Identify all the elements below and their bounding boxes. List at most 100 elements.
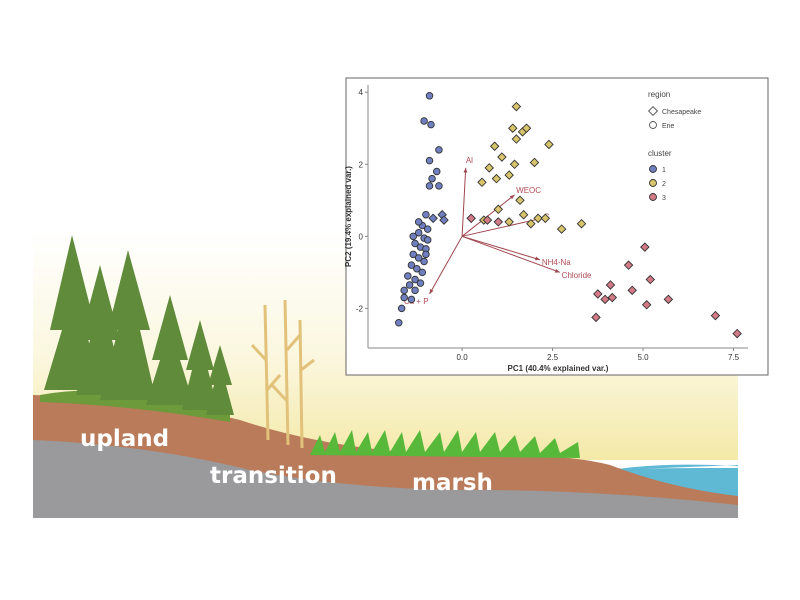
soil — [33, 440, 738, 518]
point — [623, 260, 634, 270]
loading-label: Al — [466, 156, 473, 165]
point — [710, 310, 721, 321]
loading-arrow — [461, 217, 542, 237]
point — [425, 182, 434, 190]
y-tick-label: 0 — [359, 232, 364, 241]
legend-marker — [649, 121, 657, 129]
marsh-grass — [310, 430, 580, 458]
trees — [44, 235, 234, 415]
point — [627, 285, 637, 296]
point — [508, 123, 518, 133]
chart-panel — [345, 77, 769, 376]
point — [404, 272, 412, 280]
point — [428, 174, 436, 183]
legend-title: cluster — [648, 149, 672, 158]
point — [427, 120, 435, 129]
point — [409, 250, 417, 259]
legend-marker — [649, 179, 657, 187]
point — [425, 156, 434, 165]
point — [407, 261, 416, 269]
loading-arrow — [461, 167, 467, 237]
point — [466, 213, 476, 224]
legend-marker — [647, 105, 659, 117]
point — [400, 293, 408, 302]
point — [521, 123, 532, 133]
arrow-head — [509, 194, 515, 200]
point — [484, 163, 494, 173]
point — [416, 279, 425, 287]
point — [732, 328, 742, 339]
point — [482, 215, 493, 225]
loading-label: Chloride — [562, 271, 592, 280]
point — [511, 101, 522, 112]
point — [518, 209, 529, 220]
point — [540, 213, 551, 224]
point — [576, 218, 587, 229]
point — [423, 236, 432, 244]
point — [422, 210, 430, 219]
point — [493, 217, 504, 227]
land-label: marsh — [412, 470, 493, 496]
point — [493, 204, 504, 215]
point — [407, 295, 416, 304]
legend-label: 2 — [662, 181, 666, 188]
y-tick-label: -2 — [356, 304, 364, 313]
dead-trees — [250, 299, 315, 449]
point — [497, 152, 507, 162]
point — [533, 213, 543, 224]
point — [477, 177, 487, 188]
point — [593, 289, 603, 299]
point — [591, 312, 601, 323]
point — [428, 213, 438, 224]
point — [645, 274, 656, 285]
loading-label: NH4-Na — [542, 258, 571, 267]
point — [509, 159, 520, 170]
arrow-head — [429, 288, 434, 294]
y-tick-label: 4 — [359, 88, 364, 97]
point — [397, 304, 406, 313]
legend-label: 3 — [662, 195, 666, 202]
point — [420, 117, 428, 125]
x-axis-title: PC1 (40.4% explained var.) — [508, 364, 609, 373]
y-tick-label: 2 — [359, 160, 364, 169]
point — [405, 281, 414, 289]
arrow-head — [534, 256, 540, 261]
loading-label: WEOC — [516, 186, 541, 195]
legend-label: 1 — [662, 167, 666, 174]
loading-arrow — [429, 236, 463, 295]
legend-title: region — [648, 90, 670, 99]
point — [640, 242, 650, 252]
point — [414, 218, 423, 226]
point — [491, 173, 502, 184]
understory — [40, 390, 230, 422]
point — [504, 170, 514, 180]
point — [411, 275, 419, 284]
loading-label: Ca + P — [404, 297, 429, 306]
point — [511, 134, 522, 144]
point — [400, 286, 408, 295]
point — [504, 217, 514, 227]
point — [409, 232, 417, 241]
point — [435, 146, 443, 154]
point — [395, 319, 403, 327]
point — [411, 286, 419, 295]
point — [544, 139, 554, 150]
point — [435, 182, 443, 190]
x-tick-label: 5.0 — [637, 353, 649, 362]
plot: 0.0 2.5 5.0 7.5 -2 0 2 4 PC1 (40.4% explained va… — [344, 85, 748, 373]
x-tick-label: 2.5 — [547, 353, 559, 362]
point — [607, 292, 618, 303]
point — [414, 228, 423, 237]
y-axis-title: PC2 (19.4% explained var.) — [344, 166, 353, 267]
arrow-head — [554, 268, 560, 273]
point — [418, 268, 427, 277]
land-label: transition — [210, 463, 337, 489]
x-tick-label: 7.5 — [728, 353, 740, 362]
point — [433, 167, 441, 176]
loading-arrow — [461, 235, 560, 273]
arrow-head — [463, 167, 468, 173]
point — [641, 300, 652, 310]
legend-marker — [649, 193, 657, 201]
point — [425, 92, 434, 100]
